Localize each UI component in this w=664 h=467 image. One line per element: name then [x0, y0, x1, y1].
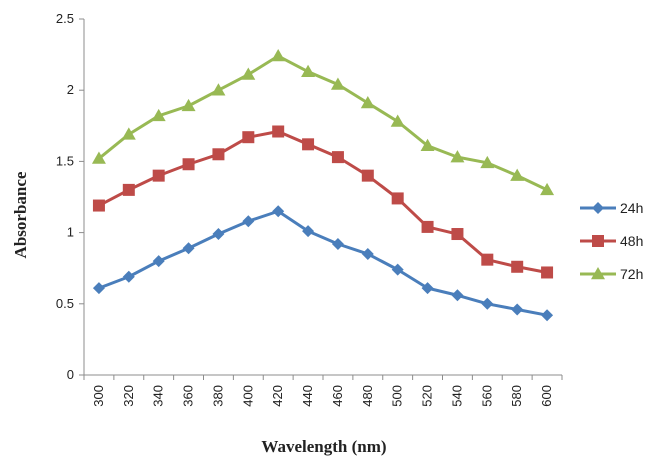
data-point-48h: [451, 228, 464, 241]
series-72h: [91, 49, 555, 196]
x-tick-label: 400: [240, 385, 255, 407]
data-point-24h: [391, 263, 404, 276]
data-point-72h: [121, 127, 136, 140]
data-point-48h: [421, 220, 434, 233]
data-point-72h: [151, 108, 166, 122]
series-line-72h: [97, 54, 548, 192]
data-point-48h: [152, 169, 165, 182]
data-point-24h: [242, 215, 255, 228]
data-point-72h: [181, 98, 196, 112]
legend-marker-square: [592, 235, 604, 247]
data-point-48h: [481, 253, 494, 266]
data-point-72h: [390, 114, 405, 127]
y-tick-label: 2.5: [56, 11, 74, 26]
data-point-72h: [211, 83, 226, 96]
x-tick-label: 300: [91, 385, 106, 407]
x-axis-title: Wavelength (nm): [261, 437, 386, 456]
legend-label: 72h: [620, 266, 643, 282]
y-axis-title: Absorbance: [11, 171, 30, 258]
data-point-24h: [92, 282, 105, 295]
data-point-24h: [421, 282, 434, 295]
legend-item-48h: 48h: [580, 233, 643, 249]
x-tick-label: 380: [210, 385, 225, 407]
x-tick-label: 520: [420, 385, 435, 407]
x-tick-label: 560: [479, 385, 494, 407]
data-point-72h: [330, 77, 345, 90]
x-tick-label: 360: [181, 385, 196, 407]
data-point-48h: [212, 148, 225, 161]
data-point-48h: [541, 266, 554, 279]
x-tick-label: 440: [300, 385, 315, 407]
data-point-24h: [212, 228, 225, 241]
data-point-72h: [91, 151, 106, 164]
legend-marker-triangle: [591, 267, 605, 280]
data-point-24h: [331, 237, 344, 250]
x-tick-label: 420: [270, 385, 285, 407]
x-tick-label: 540: [449, 385, 464, 407]
x-axis: 300 320 340 360 380 400 420 440 460 480 500 520 540 5…: [83, 374, 563, 407]
data-point-48h: [272, 125, 285, 138]
plot-series: [91, 49, 555, 322]
data-point-48h: [122, 183, 135, 196]
data-point-48h: [331, 151, 344, 164]
legend-item-24h: 24h: [580, 200, 643, 216]
series-48h: [92, 125, 554, 279]
data-point-24h: [511, 303, 524, 316]
y-tick-label: 2: [67, 82, 74, 97]
data-point-24h: [302, 225, 315, 238]
data-point-48h: [242, 131, 255, 144]
data-point-48h: [511, 260, 524, 273]
legend: 24h 48h 72h: [580, 200, 643, 282]
data-point-72h: [450, 150, 465, 163]
data-point-48h: [182, 158, 195, 171]
data-point-24h: [481, 297, 494, 310]
data-point-24h: [541, 309, 554, 322]
data-point-24h: [152, 255, 165, 268]
data-point-72h: [241, 67, 256, 80]
x-tick-label: 580: [509, 385, 524, 407]
data-point-48h: [92, 199, 105, 212]
data-point-72h: [420, 138, 435, 151]
x-tick-label: 320: [121, 385, 136, 407]
data-point-72h: [271, 49, 286, 62]
data-point-24h: [451, 289, 464, 302]
data-point-48h: [391, 192, 404, 205]
x-tick-label: 480: [360, 385, 375, 407]
x-tick-label: 340: [151, 385, 166, 407]
series-line-48h: [98, 129, 548, 274]
y-tick-label: 1.5: [56, 153, 74, 168]
data-point-72h: [360, 96, 375, 109]
legend-marker-diamond: [592, 202, 604, 214]
data-point-72h: [510, 168, 525, 181]
data-point-24h: [361, 247, 374, 260]
data-point-48h: [361, 169, 374, 182]
legend-label: 24h: [620, 200, 643, 216]
legend-label: 48h: [620, 233, 643, 249]
data-point-24h: [122, 270, 135, 283]
x-tick-label: 460: [330, 385, 345, 407]
x-tick-label: 500: [390, 385, 405, 407]
y-tick-label: 0.5: [56, 296, 74, 311]
y-axis: 0 0.5 1 1.5 2 2.5: [56, 11, 85, 382]
data-point-72h: [480, 155, 495, 169]
data-point-24h: [182, 242, 195, 255]
series-line-24h: [98, 209, 548, 317]
data-point-48h: [302, 138, 315, 151]
x-tick-label: 600: [539, 385, 554, 407]
data-point-24h: [272, 205, 285, 218]
y-tick-label: 1: [67, 225, 74, 240]
data-point-72h: [301, 64, 316, 77]
legend-item-72h: 72h: [580, 266, 643, 282]
y-tick-label: 0: [67, 367, 74, 382]
data-point-72h: [540, 182, 555, 196]
series-24h: [92, 205, 554, 322]
